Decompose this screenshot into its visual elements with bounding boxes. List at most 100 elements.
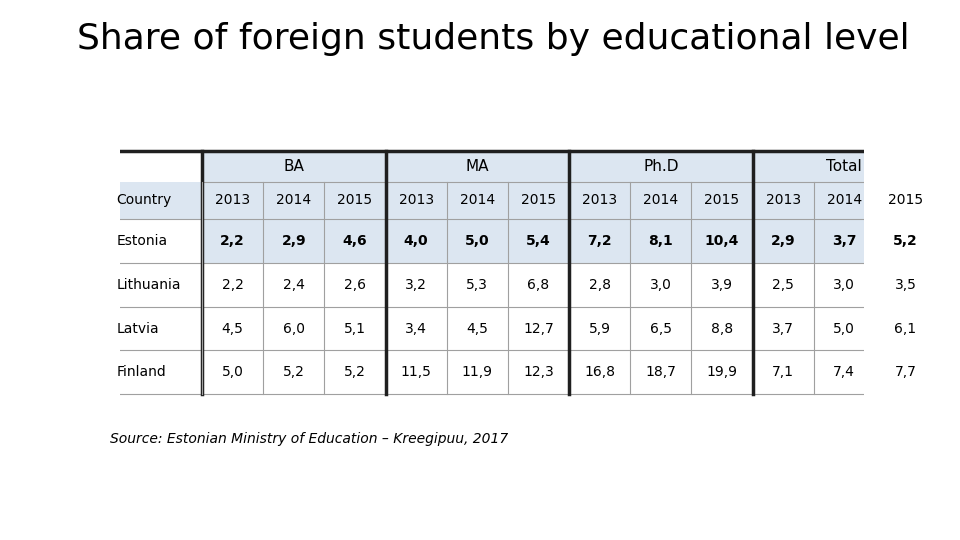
FancyBboxPatch shape xyxy=(630,182,691,219)
Text: 8,1: 8,1 xyxy=(648,234,673,248)
FancyBboxPatch shape xyxy=(386,151,569,182)
Text: 2015: 2015 xyxy=(888,193,923,207)
FancyBboxPatch shape xyxy=(691,263,753,307)
Text: 3,7: 3,7 xyxy=(832,234,856,248)
FancyBboxPatch shape xyxy=(875,350,936,394)
FancyBboxPatch shape xyxy=(203,219,263,263)
Text: 11,9: 11,9 xyxy=(462,365,492,379)
FancyBboxPatch shape xyxy=(875,182,936,219)
FancyBboxPatch shape xyxy=(446,219,508,263)
FancyBboxPatch shape xyxy=(110,219,203,263)
Text: 2,5: 2,5 xyxy=(772,278,794,292)
Text: 5,4: 5,4 xyxy=(526,234,551,248)
Text: 12,3: 12,3 xyxy=(523,365,554,379)
Text: 11,5: 11,5 xyxy=(400,365,432,379)
FancyBboxPatch shape xyxy=(508,219,569,263)
FancyBboxPatch shape xyxy=(691,219,753,263)
FancyBboxPatch shape xyxy=(753,182,814,219)
FancyBboxPatch shape xyxy=(386,263,446,307)
FancyBboxPatch shape xyxy=(875,263,936,307)
FancyBboxPatch shape xyxy=(753,219,814,263)
Text: Latvia: Latvia xyxy=(116,321,158,335)
Text: Ph.D: Ph.D xyxy=(643,159,679,174)
Text: 2014: 2014 xyxy=(276,193,311,207)
Text: 3,0: 3,0 xyxy=(650,278,672,292)
FancyBboxPatch shape xyxy=(814,263,875,307)
FancyBboxPatch shape xyxy=(446,307,508,350)
Text: 2014: 2014 xyxy=(643,193,679,207)
FancyBboxPatch shape xyxy=(203,350,263,394)
FancyBboxPatch shape xyxy=(203,182,263,219)
FancyBboxPatch shape xyxy=(630,263,691,307)
FancyBboxPatch shape xyxy=(446,350,508,394)
Text: 7,1: 7,1 xyxy=(772,365,794,379)
FancyBboxPatch shape xyxy=(110,263,203,307)
Text: 6,5: 6,5 xyxy=(650,321,672,335)
Text: 5,3: 5,3 xyxy=(467,278,489,292)
FancyBboxPatch shape xyxy=(263,307,324,350)
Text: 18,7: 18,7 xyxy=(645,365,676,379)
Text: MA: MA xyxy=(466,159,489,174)
Text: 2013: 2013 xyxy=(215,193,251,207)
Text: 2014: 2014 xyxy=(460,193,495,207)
Text: 12,7: 12,7 xyxy=(523,321,554,335)
FancyBboxPatch shape xyxy=(753,151,936,182)
FancyBboxPatch shape xyxy=(508,350,569,394)
FancyBboxPatch shape xyxy=(569,182,630,219)
FancyBboxPatch shape xyxy=(630,307,691,350)
FancyBboxPatch shape xyxy=(630,350,691,394)
FancyBboxPatch shape xyxy=(508,182,569,219)
Text: 6,0: 6,0 xyxy=(283,321,305,335)
Text: Finland: Finland xyxy=(116,365,166,379)
FancyBboxPatch shape xyxy=(263,350,324,394)
Text: Lithuania: Lithuania xyxy=(116,278,180,292)
FancyBboxPatch shape xyxy=(203,307,263,350)
FancyBboxPatch shape xyxy=(569,350,630,394)
FancyBboxPatch shape xyxy=(263,182,324,219)
Text: 3,4: 3,4 xyxy=(405,321,427,335)
FancyBboxPatch shape xyxy=(386,307,446,350)
FancyBboxPatch shape xyxy=(569,263,630,307)
Text: 4,6: 4,6 xyxy=(343,234,368,248)
Text: 5,0: 5,0 xyxy=(833,321,855,335)
Text: 3,7: 3,7 xyxy=(772,321,794,335)
Text: 2013: 2013 xyxy=(582,193,617,207)
Text: 2,2: 2,2 xyxy=(222,278,244,292)
Text: 16,8: 16,8 xyxy=(584,365,615,379)
Text: 5,1: 5,1 xyxy=(344,321,366,335)
FancyBboxPatch shape xyxy=(263,219,324,263)
Text: 7,4: 7,4 xyxy=(833,365,855,379)
Text: 8,8: 8,8 xyxy=(711,321,733,335)
FancyBboxPatch shape xyxy=(875,219,936,263)
Text: 2,8: 2,8 xyxy=(588,278,611,292)
Text: 3,2: 3,2 xyxy=(405,278,427,292)
FancyBboxPatch shape xyxy=(446,263,508,307)
Text: Total: Total xyxy=(827,159,862,174)
FancyBboxPatch shape xyxy=(814,307,875,350)
FancyBboxPatch shape xyxy=(446,182,508,219)
FancyBboxPatch shape xyxy=(691,182,753,219)
Text: 2013: 2013 xyxy=(398,193,434,207)
Text: 2,2: 2,2 xyxy=(221,234,245,248)
Text: 6,1: 6,1 xyxy=(895,321,917,335)
FancyBboxPatch shape xyxy=(569,219,630,263)
FancyBboxPatch shape xyxy=(386,182,446,219)
FancyBboxPatch shape xyxy=(630,219,691,263)
Text: 7,7: 7,7 xyxy=(895,365,917,379)
FancyBboxPatch shape xyxy=(753,350,814,394)
Text: 7,2: 7,2 xyxy=(588,234,612,248)
FancyBboxPatch shape xyxy=(203,151,386,182)
FancyBboxPatch shape xyxy=(324,350,386,394)
Text: Estonia: Estonia xyxy=(116,234,167,248)
Text: 4,0: 4,0 xyxy=(404,234,428,248)
FancyBboxPatch shape xyxy=(203,263,263,307)
FancyBboxPatch shape xyxy=(875,307,936,350)
FancyBboxPatch shape xyxy=(753,307,814,350)
Text: 4,5: 4,5 xyxy=(467,321,489,335)
FancyBboxPatch shape xyxy=(263,263,324,307)
FancyBboxPatch shape xyxy=(110,350,203,394)
Text: 5,0: 5,0 xyxy=(465,234,490,248)
Text: 3,0: 3,0 xyxy=(833,278,855,292)
Text: 3,9: 3,9 xyxy=(711,278,732,292)
FancyBboxPatch shape xyxy=(324,263,386,307)
